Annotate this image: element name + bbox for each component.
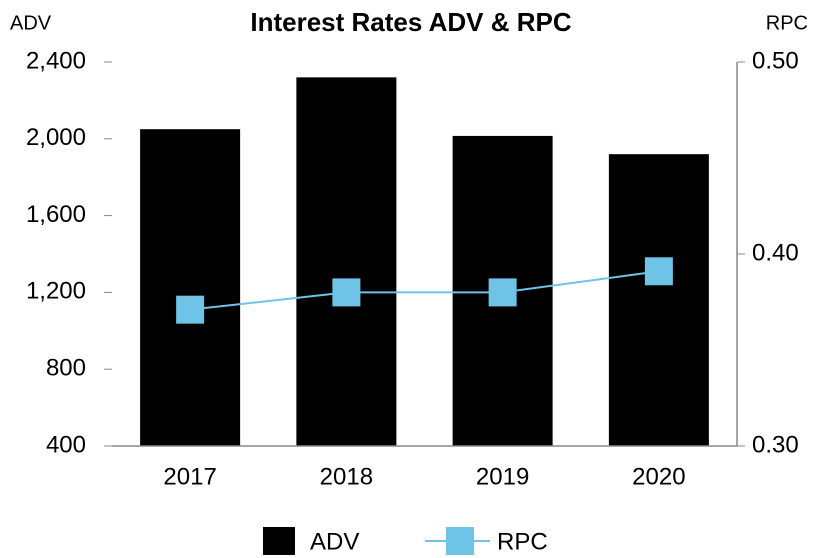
x-tick-label: 2017 xyxy=(163,463,216,490)
y-tick-label: 1,200 xyxy=(26,278,86,305)
legend-label: ADV xyxy=(310,528,359,555)
y2-tick-label: 0.50 xyxy=(752,47,799,74)
x-tick-label: 2020 xyxy=(632,463,685,490)
chart-title: Interest Rates ADV & RPC xyxy=(250,7,571,37)
legend-label: RPC xyxy=(497,528,548,555)
rpc-marker xyxy=(332,278,361,307)
legend-swatch xyxy=(263,527,295,555)
y2-tick-label: 0.30 xyxy=(752,431,799,458)
y-axis-label: ADV xyxy=(10,12,52,34)
bar xyxy=(296,77,397,447)
y2-tick-label: 0.40 xyxy=(752,239,799,266)
bar xyxy=(140,129,241,446)
x-tick-label: 2018 xyxy=(320,463,373,490)
rpc-marker xyxy=(488,278,517,307)
y-tick-label: 2,000 xyxy=(26,124,86,151)
x-tick-label: 2019 xyxy=(476,463,529,490)
y-tick-label: 2,400 xyxy=(26,47,86,74)
y-tick-label: 800 xyxy=(46,355,86,382)
rpc-marker xyxy=(176,295,205,324)
rpc-marker xyxy=(644,257,673,286)
bar xyxy=(608,154,709,446)
y-tick-label: 1,600 xyxy=(26,201,86,228)
y2-axis-label: RPC xyxy=(766,12,808,34)
legend-marker xyxy=(446,527,474,555)
y-tick-label: 400 xyxy=(46,431,86,458)
rpc-line xyxy=(190,270,660,311)
